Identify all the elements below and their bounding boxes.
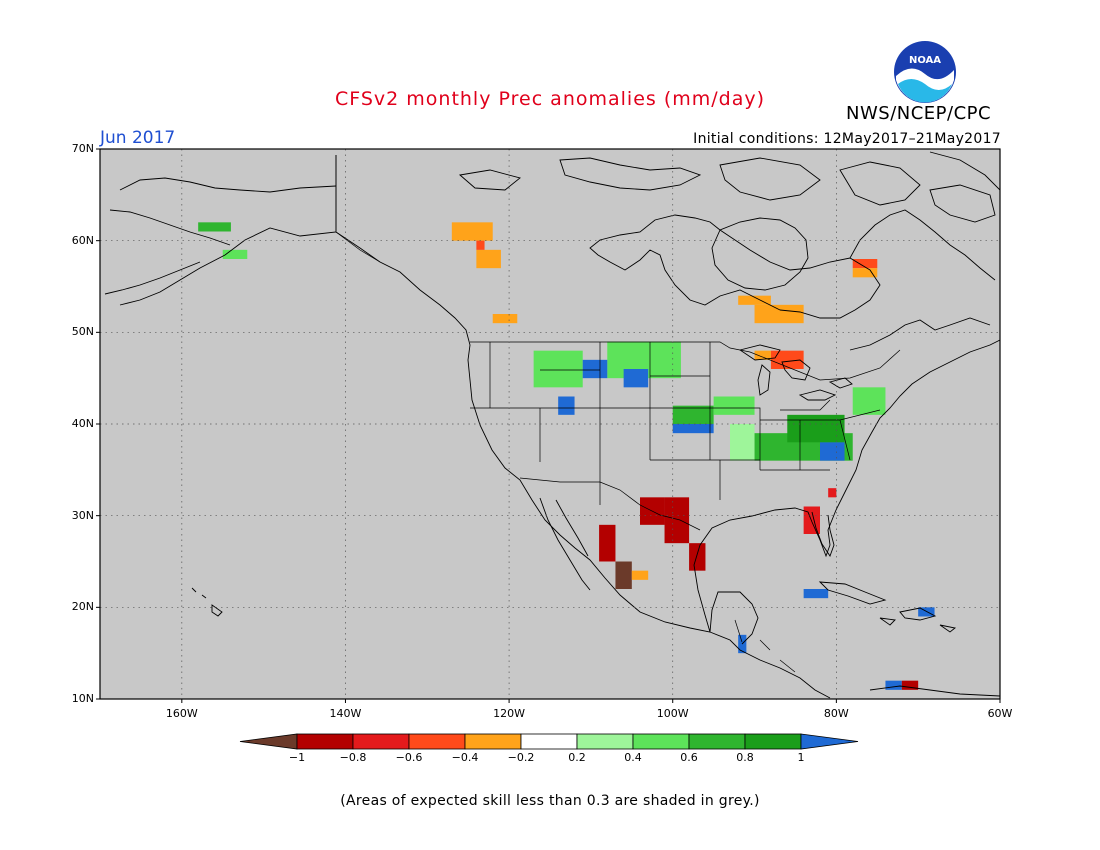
anomaly-cell: [885, 680, 902, 690]
lon-label: 140W: [329, 707, 362, 720]
anomaly-cell: [770, 350, 804, 369]
map-title: CFSv2 monthly Prec anomalies (mm/day): [334, 88, 766, 110]
colorbar-arrow-low: [239, 733, 298, 750]
lon-label: 80W: [823, 707, 849, 720]
anomaly-cell: [492, 314, 518, 324]
colorbar-tick-label: −0.4: [451, 751, 479, 764]
anomaly-cell: [582, 359, 608, 379]
colorbar-tick-label: −0.2: [507, 751, 535, 764]
mexico-central-america-borders: [734, 619, 796, 673]
colorbar-arrow-high: [800, 733, 859, 750]
colorbar-tick-label: −0.6: [395, 751, 423, 764]
colorbar-tick-label: 0.4: [624, 751, 642, 764]
colorbar-tick-label: −1: [288, 751, 306, 764]
colorbar-segment: [520, 733, 578, 750]
anomaly-cell: [599, 524, 616, 562]
lat-label: 10N: [71, 692, 94, 705]
anomaly-cell: [664, 497, 690, 544]
alaska-coastline: [104, 177, 337, 295]
lon-label: 160W: [165, 707, 198, 720]
anomaly-cell: [820, 442, 845, 461]
skill-footnote: (Areas of expected skill less than 0.3 a…: [340, 793, 760, 809]
anomaly-cell: [672, 424, 714, 434]
colorbar-segment: [632, 733, 690, 750]
hawaii-coastline: [191, 587, 223, 617]
hudson-bay-coastline: [711, 217, 809, 291]
anomaly-cell: [631, 570, 649, 580]
anomaly-cell: [918, 607, 935, 617]
political-borders: [335, 155, 901, 673]
anomaly-cell: [558, 396, 575, 415]
anomaly-cell: [672, 405, 714, 424]
anomaly-cell: [623, 369, 649, 388]
lat-label: 50N: [71, 325, 94, 339]
noaa-logo: NOAA: [893, 40, 957, 104]
anomaly-cell: [615, 561, 632, 589]
anomaly-cell: [713, 396, 755, 415]
colorbar-segment: [408, 733, 466, 750]
colorbar-segment: [296, 733, 354, 750]
colorbar-tick-label: −0.8: [339, 751, 367, 764]
anomaly-cell: [901, 680, 919, 690]
us-state-borders: [470, 342, 881, 505]
anomaly-cell: [689, 543, 706, 571]
lon-label: 120W: [493, 707, 526, 720]
logo-text: NOAA: [909, 55, 941, 66]
anomaly-cell: [738, 295, 771, 305]
us-canada-border: [470, 341, 901, 381]
anomaly-cell: [198, 222, 231, 232]
great-lakes-coastline: [738, 344, 853, 401]
anomaly-cell: [476, 240, 485, 250]
colorbar-segment: [576, 733, 634, 750]
anomaly-cell: [852, 268, 878, 278]
colorbar-tick-label: 0.2: [568, 751, 586, 764]
anomaly-cell: [852, 259, 878, 269]
anomaly-cell: [476, 249, 501, 269]
anomaly-cell: [754, 350, 771, 360]
lat-label: 70N: [71, 142, 94, 155]
colorbar-tick-label: 1: [797, 751, 805, 764]
anomaly-cell: [828, 488, 837, 498]
lat-label: 60N: [71, 233, 94, 247]
map-gridlines: [100, 149, 1000, 699]
anomaly-cell: [730, 424, 755, 461]
baja-coastline: [539, 497, 591, 591]
lon-label: 60W: [987, 707, 1013, 720]
axis-ticks: [96, 148, 1001, 703]
organization-label: NWS/NCEP/CPC: [846, 103, 992, 124]
lon-label: 100W: [656, 707, 689, 720]
initial-conditions: Initial conditions: 12May2017–21May2017: [693, 131, 1001, 147]
north-america-coastline: [119, 155, 1000, 699]
colorbar-segment: [744, 733, 802, 750]
lat-label: 30N: [71, 508, 94, 522]
caribbean-coastline: [818, 581, 1000, 697]
us-mexico-border: [519, 477, 701, 531]
anomaly-cell: [803, 506, 820, 534]
colorbar: [239, 733, 859, 750]
colorbar-tick-label: 0.8: [736, 751, 754, 764]
anomaly-cell: [803, 589, 829, 599]
anomaly-cell: [754, 304, 804, 324]
lat-label: 20N: [71, 600, 94, 614]
greenland-coastline: [929, 151, 1000, 191]
anomaly-cell: [852, 387, 886, 415]
florida-coastline: [811, 511, 835, 557]
colorbar-segment: [352, 733, 410, 750]
colorbar-tick-label: 0.6: [680, 751, 698, 764]
forecast-month: Jun 2017: [100, 128, 176, 148]
colorbar-segment: [464, 733, 522, 750]
anomaly-cell: [222, 249, 248, 259]
anomaly-cell: [787, 414, 845, 443]
coastlines: [104, 151, 1000, 699]
anomaly-cells: [198, 222, 935, 690]
anomaly-cell: [533, 350, 583, 388]
colorbar-segment: [688, 733, 746, 750]
arctic-islands-coastline: [458, 157, 996, 223]
noaa-logo-graphic: NOAA: [894, 41, 956, 103]
lat-label: 40N: [71, 417, 94, 430]
anomaly-cell: [451, 222, 493, 241]
